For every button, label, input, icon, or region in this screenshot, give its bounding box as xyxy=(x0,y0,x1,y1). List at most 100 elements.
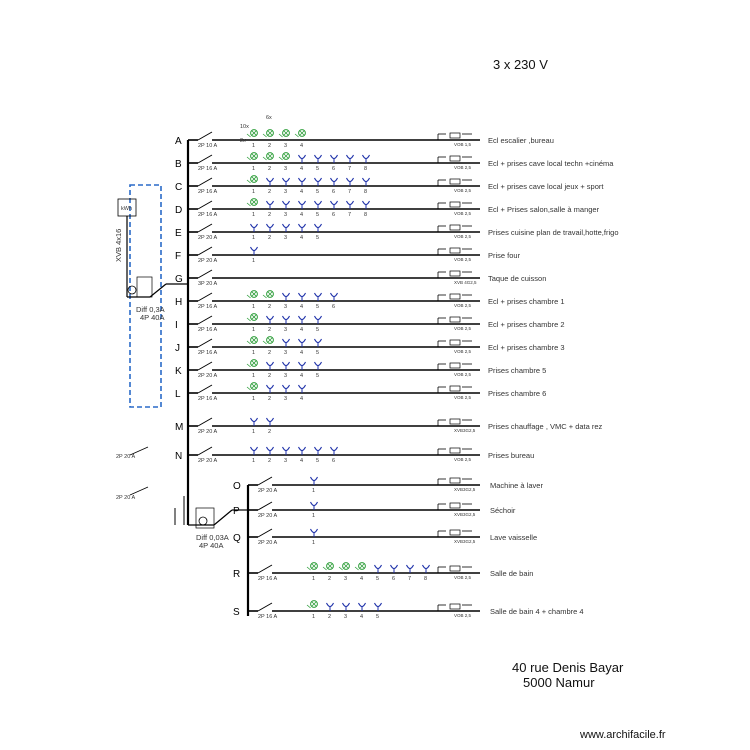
socket-icon xyxy=(362,200,370,206)
socket-icon xyxy=(330,446,338,452)
breaker-rating: 2P 16 A xyxy=(198,166,217,172)
breaker-switch-icon xyxy=(197,384,213,394)
light-point-icon xyxy=(266,336,274,344)
socket-icon xyxy=(406,564,414,570)
device-number: 1 xyxy=(252,429,255,435)
circuit-letter: I xyxy=(175,320,178,331)
device-number: 4 xyxy=(300,373,303,379)
spare-breaker-label-1: 2P 20 A xyxy=(116,454,135,460)
circuit-letter: L xyxy=(175,389,181,400)
circuits: A 2P 10 A 1 2 3 4 10x 6x VOB 1,5 Ecl escalier ,bu… xyxy=(175,115,619,620)
socket-icon xyxy=(326,602,334,608)
cable-type: VOB 2,5 xyxy=(454,613,472,618)
device-number: 2 xyxy=(268,189,271,195)
socket-icon xyxy=(298,154,306,160)
device-number: 3 xyxy=(284,396,287,402)
circuit-letter: R xyxy=(233,569,240,580)
cable-type: XVB 4G2,5 xyxy=(454,280,477,285)
socket-icon xyxy=(314,315,322,321)
light-point-icon xyxy=(250,175,258,183)
device-number: 4 xyxy=(360,576,363,582)
main-diff-rating: 4P 40A xyxy=(140,313,164,322)
main-cable-label: XVB 4x16 xyxy=(114,229,123,262)
sub-feed: Diff 0,03A 4P 40A 2P 20 A 2P 20 A xyxy=(116,446,250,616)
socket-icon xyxy=(314,223,322,229)
socket-icon xyxy=(266,384,274,390)
spare-breaker-label-2: 2P 20 A xyxy=(116,495,135,501)
device-number: 2 xyxy=(268,458,271,464)
cable-type: VOB 2,5 xyxy=(454,395,472,400)
socket-icon xyxy=(298,338,306,344)
main-diff-label: Diff 0,3A xyxy=(136,305,165,314)
socket-icon xyxy=(374,564,382,570)
voltage-title: 3 x 230 V xyxy=(493,57,548,72)
circuit-letter: S xyxy=(233,607,240,618)
light-point-icon xyxy=(326,562,334,570)
device-number: 4 xyxy=(300,304,303,310)
circuit-e: E 2P 20 A 1 2 3 4 5 VOB 2,5 Prises cuisine plan … xyxy=(175,223,619,241)
light-point-icon xyxy=(250,198,258,206)
circuit-o: O 2P 20 A 1 XVB3G2,5 Machine à laver xyxy=(233,476,543,494)
circuit-label: Machine à laver xyxy=(490,481,543,490)
device-number: 2 xyxy=(328,614,331,620)
device-number: 5 xyxy=(316,350,319,356)
socket-icon xyxy=(314,361,322,367)
socket-icon xyxy=(314,292,322,298)
socket-icon xyxy=(250,246,258,252)
socket-icon xyxy=(374,602,382,608)
socket-icon xyxy=(298,446,306,452)
device-number: 1 xyxy=(312,513,315,519)
address-line-1: 40 rue Denis Bayar xyxy=(512,660,624,675)
main-feed: kWh XVB 4x16 Diff 0,3A 4P 40A xyxy=(114,184,188,408)
device-number: 1 xyxy=(252,189,255,195)
socket-icon xyxy=(310,501,318,507)
circuit-letter: P xyxy=(233,506,240,517)
device-number: 4 xyxy=(300,458,303,464)
breaker-rating: 2P 20 A xyxy=(258,513,277,519)
socket-icon xyxy=(422,564,430,570)
circuit-label: Salle de bain xyxy=(490,569,533,578)
device-number: 1 xyxy=(252,212,255,218)
circuit-label: Ecl + prises chambre 3 xyxy=(488,343,565,352)
quantity-note: 10x xyxy=(240,124,249,130)
breaker-switch-icon xyxy=(197,338,213,348)
socket-icon xyxy=(250,417,258,423)
socket-icon xyxy=(314,177,322,183)
breaker-rating: 2P 10 A xyxy=(198,143,217,149)
device-number: 3 xyxy=(284,143,287,149)
cable-type: XVB3G2,5 xyxy=(454,512,476,517)
socket-icon xyxy=(314,446,322,452)
socket-icon xyxy=(250,223,258,229)
socket-icon xyxy=(298,223,306,229)
circuit-p: P 2P 20 A 1 XVB3G2,5 Séchoir xyxy=(233,501,516,519)
device-number: 2 xyxy=(268,166,271,172)
light-point-icon xyxy=(282,152,290,160)
socket-icon xyxy=(314,154,322,160)
cable-type: VOB 2,5 xyxy=(454,257,472,262)
socket-icon xyxy=(282,315,290,321)
circuit-label: Ecl escalier ,bureau xyxy=(488,136,554,145)
device-number: 3 xyxy=(344,614,347,620)
breaker-switch-icon xyxy=(257,564,273,574)
breaker-switch-icon xyxy=(197,223,213,233)
circuit-label: Ecl + Prises salon,salle à manger xyxy=(488,205,600,214)
sub-diff-rating: 4P 40A xyxy=(199,541,223,550)
circuit-letter: C xyxy=(175,182,182,193)
socket-icon xyxy=(330,200,338,206)
circuit-f: F 2P 20 A 1 VOB 2,5 Prise four xyxy=(175,246,521,264)
device-number: 2 xyxy=(268,429,271,435)
device-number: 3 xyxy=(284,235,287,241)
circuit-d: D 2P 16 A 1 2 3 4 5 6 7 8 VOB 2,5 Ecl + Prises salo… xyxy=(175,198,600,218)
breaker-rating: 2P 16 A xyxy=(198,189,217,195)
circuit-label: Salle de bain 4 + chambre 4 xyxy=(490,607,584,616)
breaker-switch-icon xyxy=(197,177,213,187)
circuit-label: Prises cuisine plan de travail,hotte,fri… xyxy=(488,228,619,237)
breaker-switch-icon xyxy=(257,476,273,486)
device-number: 6 xyxy=(332,458,335,464)
socket-icon xyxy=(298,361,306,367)
cable-type: VOB 2,5 xyxy=(454,303,472,308)
breaker-switch-icon xyxy=(197,292,213,302)
socket-icon xyxy=(266,177,274,183)
breaker-switch-icon xyxy=(257,501,273,511)
socket-icon xyxy=(282,338,290,344)
